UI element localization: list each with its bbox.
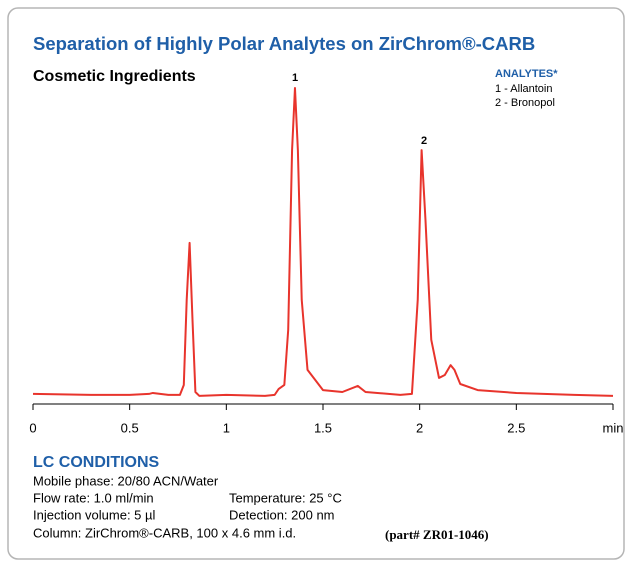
legend-title: ANALYTES* <box>495 68 558 80</box>
part-number: (part# ZR01-1046) <box>385 527 489 542</box>
chart-subtitle: Cosmetic Ingredients <box>33 68 196 85</box>
conditions-title: LC CONDITIONS <box>33 454 160 471</box>
x-tick-label: 1.5 <box>314 420 332 435</box>
legend-item: 2 - Bronopol <box>495 97 555 109</box>
trace <box>32 87 614 397</box>
peak-label: 2 <box>421 135 427 147</box>
x-tick-label: 1 <box>223 420 230 435</box>
condition: Flow rate: 1.0 ml/min <box>33 490 154 505</box>
condition: Temperature: 25 °C <box>229 490 342 505</box>
condition: Injection volume: 5 µl <box>33 507 155 522</box>
condition: Column: ZirChrom®-CARB, 100 x 4.6 mm i.d… <box>33 525 296 540</box>
condition: Detection: 200 nm <box>229 507 335 522</box>
chart-title: Separation of Highly Polar Analytes on Z… <box>33 33 535 54</box>
frame <box>7 7 625 560</box>
condition: Mobile phase: 20/80 ACN/Water <box>33 473 219 488</box>
x-tick-label: 0.5 <box>121 420 139 435</box>
legend-item: 1 - Allantoin <box>495 83 552 95</box>
x-tick-label: 0 <box>29 420 36 435</box>
x-tick-label: 2.5 <box>507 420 525 435</box>
peak-label: 1 <box>292 72 298 84</box>
x-tick-label: min <box>603 420 624 435</box>
x-tick-label: 2 <box>416 420 423 435</box>
